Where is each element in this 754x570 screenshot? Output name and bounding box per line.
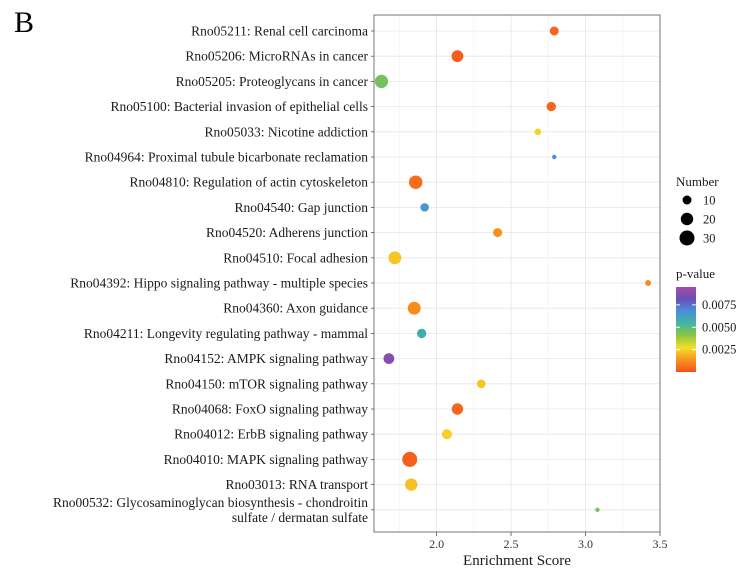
data-point bbox=[552, 154, 557, 160]
size-legend-title: Number bbox=[676, 174, 719, 189]
x-tick-label: 2.5 bbox=[504, 537, 519, 551]
plot-frame bbox=[373, 14, 661, 533]
term-label: Rno04010: MAPK signaling pathway bbox=[164, 452, 369, 467]
data-point bbox=[451, 403, 464, 415]
x-axis: 2.0 2.5 3.0 3.5 Enrichment Score bbox=[429, 532, 668, 569]
data-point bbox=[476, 379, 486, 389]
data-point bbox=[546, 101, 556, 112]
term-label: Rno04520: Adherens junction bbox=[206, 225, 368, 240]
x-tick-label: 3.0 bbox=[578, 537, 593, 551]
term-label: Rno04540: Gap junction bbox=[235, 200, 369, 215]
size-legend-label: 20 bbox=[703, 213, 716, 227]
plot-background bbox=[374, 15, 660, 532]
term-label: Rno04360: Axon guidance bbox=[223, 301, 368, 316]
x-tick-label: 2.0 bbox=[429, 537, 444, 551]
size-legend-dot bbox=[682, 195, 692, 205]
term-label: Rno00532: Glycosaminoglycan biosynthesis… bbox=[53, 495, 368, 510]
term-label: Rno03013: RNA transport bbox=[225, 477, 368, 492]
term-labels: Rno05211: Renal cell carcinoma Rno05206: … bbox=[53, 24, 374, 525]
term-label: Rno05211: Renal cell carcinoma bbox=[191, 24, 368, 39]
term-label: Rno04392: Hippo signaling pathway - mult… bbox=[70, 276, 368, 291]
size-legend-dot bbox=[679, 230, 695, 246]
term-label: Rno04211: Longevity regulating pathway -… bbox=[84, 326, 368, 341]
size-legend-label: 30 bbox=[703, 232, 716, 246]
grid-lines bbox=[374, 15, 661, 532]
term-label: Rno05100: Bacterial invasion of epitheli… bbox=[110, 99, 368, 114]
data-point bbox=[407, 301, 421, 315]
data-point bbox=[408, 175, 423, 189]
data-point bbox=[383, 353, 395, 365]
color-bar bbox=[676, 287, 696, 372]
size-legend-label: 10 bbox=[703, 194, 716, 208]
term-label: Rno04150: mTOR signaling pathway bbox=[165, 376, 368, 391]
term-label: Rno05205: Proteoglycans in cancer bbox=[176, 74, 369, 89]
data-point bbox=[595, 507, 600, 512]
term-label: Rno04152: AMPK signaling pathway bbox=[164, 351, 368, 366]
data-point bbox=[549, 26, 559, 36]
term-label: Rno04964: Proximal tubule bicarbonate re… bbox=[85, 150, 369, 165]
data-points bbox=[374, 26, 652, 512]
data-point bbox=[645, 280, 652, 286]
color-legend-label: 0.0050 bbox=[702, 320, 736, 334]
data-point bbox=[405, 478, 418, 491]
data-point bbox=[374, 74, 389, 89]
panel-label: B bbox=[14, 6, 35, 39]
data-point bbox=[493, 228, 503, 238]
x-axis-title: Enrichment Score bbox=[463, 553, 571, 569]
term-label: sulfate / dermatan sulfate bbox=[232, 510, 368, 525]
term-label: Rno04012: ErbB signaling pathway bbox=[174, 427, 368, 442]
color-legend-label: 0.0075 bbox=[702, 298, 736, 312]
data-point bbox=[416, 328, 427, 339]
term-label: Rno05206: MicroRNAs in cancer bbox=[185, 49, 368, 64]
term-label: Rno04068: FoxO signaling pathway bbox=[172, 402, 368, 417]
data-point bbox=[420, 203, 429, 212]
x-tick-label: 3.5 bbox=[653, 537, 668, 551]
term-label: Rno04810: Regulation of actin cytoskelet… bbox=[130, 175, 369, 190]
data-point bbox=[402, 451, 418, 467]
data-point bbox=[441, 429, 453, 440]
legend: Number 10 20 30 p-value 0.0025 0.0050 0.0075 bbox=[676, 174, 736, 372]
color-legend-title: p-value bbox=[676, 266, 715, 281]
data-point bbox=[534, 128, 542, 136]
term-label: Rno05033: Nicotine addiction bbox=[205, 124, 369, 139]
color-legend-label: 0.0025 bbox=[702, 343, 736, 357]
size-legend-dot bbox=[680, 212, 694, 226]
data-point bbox=[451, 50, 464, 63]
term-label: Rno04510: Focal adhesion bbox=[223, 250, 368, 265]
data-point bbox=[388, 251, 402, 265]
